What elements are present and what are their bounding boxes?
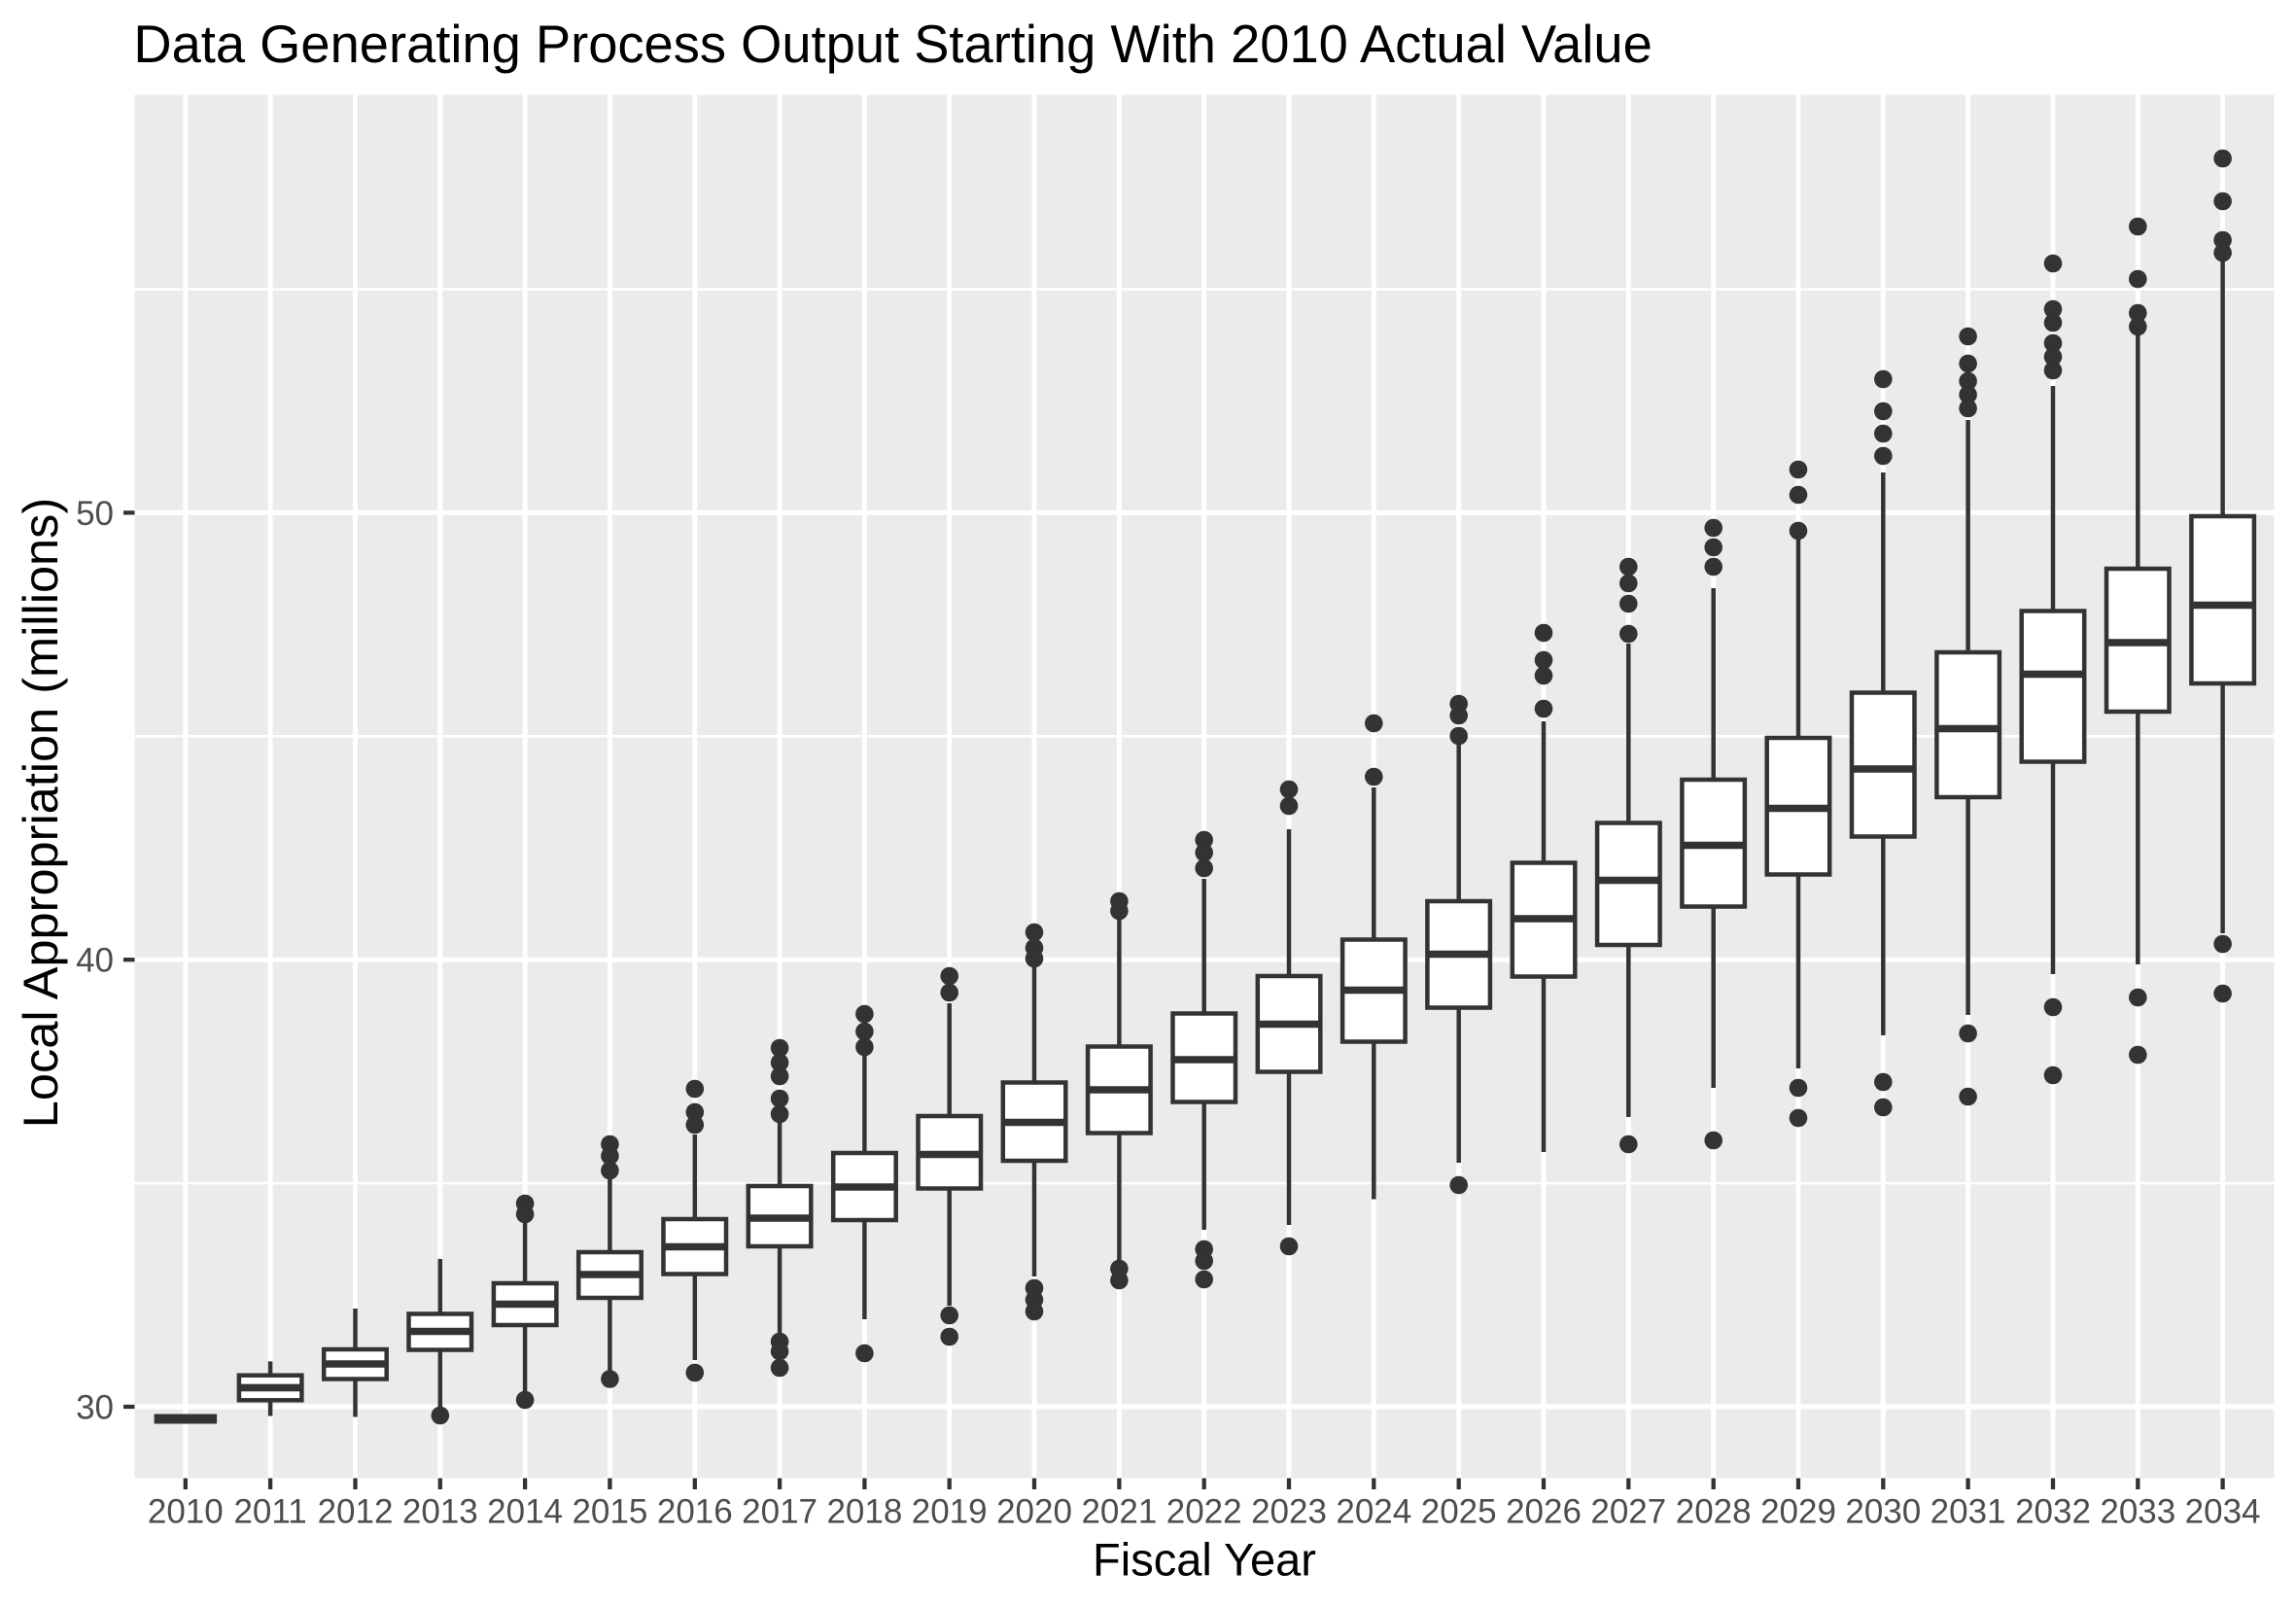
- svg-text:2018: 2018: [826, 1493, 902, 1531]
- svg-text:2015: 2015: [572, 1493, 647, 1531]
- svg-text:2017: 2017: [742, 1493, 818, 1531]
- svg-text:Local Appropriation (millions): Local Appropriation (millions): [13, 498, 68, 1128]
- svg-text:2030: 2030: [1845, 1493, 1921, 1531]
- svg-text:2033: 2033: [2100, 1493, 2175, 1531]
- svg-text:2028: 2028: [1676, 1493, 1752, 1531]
- svg-text:2024: 2024: [1336, 1493, 1411, 1531]
- svg-text:2023: 2023: [1251, 1493, 1327, 1531]
- svg-text:2013: 2013: [402, 1493, 478, 1531]
- svg-text:30: 30: [76, 1389, 114, 1427]
- svg-text:Fiscal Year: Fiscal Year: [1093, 1534, 1316, 1586]
- svg-text:2032: 2032: [2015, 1493, 2091, 1531]
- svg-text:2022: 2022: [1166, 1493, 1242, 1531]
- svg-text:2011: 2011: [233, 1493, 306, 1531]
- svg-text:2027: 2027: [1590, 1493, 1666, 1531]
- svg-text:2021: 2021: [1081, 1493, 1157, 1531]
- svg-text:2025: 2025: [1421, 1493, 1497, 1531]
- svg-text:2031: 2031: [1931, 1493, 2006, 1531]
- svg-text:50: 50: [76, 495, 114, 533]
- svg-text:2010: 2010: [148, 1493, 224, 1531]
- svg-text:40: 40: [76, 942, 114, 980]
- svg-text:2019: 2019: [912, 1493, 988, 1531]
- svg-text:2020: 2020: [996, 1493, 1072, 1531]
- svg-text:2026: 2026: [1506, 1493, 1582, 1531]
- svg-text:2034: 2034: [2185, 1493, 2261, 1531]
- svg-text:2029: 2029: [1760, 1493, 1836, 1531]
- svg-text:Data Generating Process Output: Data Generating Process Output Starting …: [133, 15, 1652, 74]
- svg-text:2014: 2014: [487, 1493, 563, 1531]
- svg-text:2012: 2012: [318, 1493, 394, 1531]
- svg-text:2016: 2016: [657, 1493, 733, 1531]
